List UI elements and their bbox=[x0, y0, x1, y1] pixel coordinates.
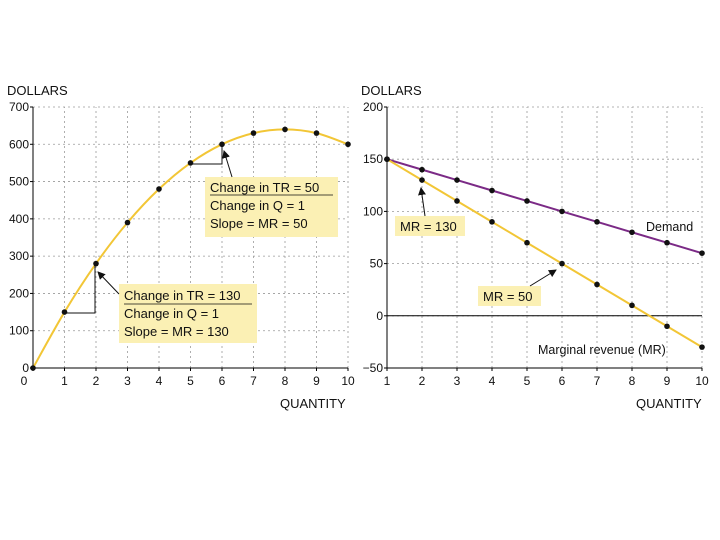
annotation-box bbox=[205, 177, 338, 237]
right-data-point bbox=[629, 302, 635, 309]
left-y-tick-label: 300 bbox=[9, 249, 29, 263]
left-x-tick-label: 0 bbox=[21, 374, 28, 388]
right-x-tick-label: 5 bbox=[524, 374, 531, 388]
annotation-arrow bbox=[529, 269, 557, 287]
left-x-tick-label: 8 bbox=[282, 374, 289, 388]
right-data-point bbox=[384, 156, 390, 162]
left-y-tick-label: 0 bbox=[22, 361, 29, 375]
annotation-tr-130: Change in TR = 130 Change in Q = 1 Slope… bbox=[97, 271, 257, 343]
right-y-tick-label: 150 bbox=[363, 152, 383, 166]
right-y-tick-label: 100 bbox=[363, 204, 383, 218]
left-x-tick-label: 9 bbox=[313, 374, 320, 388]
left-x-tick-label: 7 bbox=[250, 374, 257, 388]
total-revenue-chart: 0 100 200 300 400 500 600 700 0 1 2 3 4 5 6 7 8 9 10 DOLLA… bbox=[7, 83, 355, 411]
slope-triangle-q1-q2 bbox=[64, 265, 96, 314]
right-x-tick-label: 6 bbox=[559, 374, 566, 388]
annotation-label: MR = 50 bbox=[483, 289, 533, 304]
annotation-box bbox=[119, 284, 257, 343]
left-y-tick-label: 200 bbox=[9, 286, 29, 300]
right-data-point bbox=[664, 323, 670, 330]
left-data-point bbox=[187, 160, 194, 166]
annotation-line-1: Change in TR = 50 bbox=[210, 180, 319, 195]
right-data-point bbox=[699, 344, 705, 350]
annotation-tr-50: Change in TR = 50 Change in Q = 1 Slope … bbox=[205, 150, 338, 237]
mr-series-label: Marginal revenue (MR) bbox=[538, 343, 666, 357]
right-data-point bbox=[454, 177, 460, 183]
annotation-line-2: Change in Q = 1 bbox=[210, 198, 305, 213]
right-data-point bbox=[559, 208, 565, 215]
right-data-point bbox=[419, 166, 425, 173]
left-x-tick-label: 3 bbox=[124, 374, 131, 388]
right-y-tick-label: 200 bbox=[363, 100, 383, 114]
left-data-point bbox=[30, 365, 36, 371]
slope-triangle-q5-q6 bbox=[191, 144, 223, 165]
annotation-box bbox=[478, 286, 541, 306]
left-data-point bbox=[250, 130, 257, 136]
left-y-tick-label: 500 bbox=[9, 175, 29, 189]
annotation-line-3: Slope = MR = 50 bbox=[210, 216, 308, 231]
left-data-point bbox=[282, 126, 288, 133]
right-data-point bbox=[664, 239, 670, 246]
right-data-point bbox=[629, 229, 635, 236]
right-data-point bbox=[594, 219, 600, 225]
right-x-tick-label: 9 bbox=[664, 374, 671, 388]
right-data-point bbox=[594, 281, 600, 288]
right-x-tick-label: 1 bbox=[384, 374, 391, 388]
left-data-point bbox=[61, 309, 68, 315]
right-data-point bbox=[524, 239, 530, 246]
demand-series-label: Demand bbox=[646, 220, 693, 234]
left-data-point bbox=[345, 141, 351, 148]
right-x-tick-label: 3 bbox=[454, 374, 461, 388]
annotation-box bbox=[395, 216, 465, 236]
right-data-point bbox=[559, 260, 565, 267]
annotation-arrow bbox=[418, 187, 426, 217]
left-data-point bbox=[156, 186, 162, 192]
marginal-revenue-chart: −50 0 50 100 150 200 1 2 3 4 5 6 7 8 9 10 DOLLARS QUANT… bbox=[361, 83, 709, 411]
left-y-tick-label: 600 bbox=[9, 137, 29, 151]
left-y-tick-label: 100 bbox=[9, 324, 29, 338]
right-data-point bbox=[419, 177, 425, 183]
annotation-arrow bbox=[97, 271, 120, 295]
right-x-axis-title: QUANTITY bbox=[636, 396, 702, 411]
left-x-axis-title: QUANTITY bbox=[280, 396, 346, 411]
annotation-line-2: Change in Q = 1 bbox=[124, 306, 219, 321]
annotation-line-1: Change in TR = 130 bbox=[124, 288, 240, 303]
right-x-tick-label: 4 bbox=[489, 374, 496, 388]
left-y-tick-label: 400 bbox=[9, 212, 29, 226]
right-x-tick-label: 10 bbox=[695, 374, 709, 388]
right-series-line-1 bbox=[386, 158, 703, 348]
left-data-point bbox=[93, 260, 99, 267]
right-x-tick-label: 7 bbox=[594, 374, 601, 388]
right-y-axis-title: DOLLARS bbox=[361, 83, 422, 98]
left-x-tick-label: 10 bbox=[341, 374, 355, 388]
annotation-line-3: Slope = MR = 130 bbox=[124, 324, 229, 339]
right-data-point bbox=[489, 219, 495, 225]
right-x-tick-label: 8 bbox=[629, 374, 636, 388]
right-data-point bbox=[699, 250, 705, 256]
annotation-arrow bbox=[222, 150, 233, 178]
left-x-tick-label: 2 bbox=[93, 374, 100, 388]
left-y-axis-title: DOLLARS bbox=[7, 83, 68, 98]
annotation-label: MR = 130 bbox=[400, 219, 457, 234]
right-y-tick-label: 50 bbox=[370, 257, 384, 271]
left-x-tick-label: 5 bbox=[187, 374, 194, 388]
right-data-point bbox=[454, 198, 460, 204]
right-data-point bbox=[524, 198, 530, 204]
left-y-tick-label: 700 bbox=[9, 100, 29, 114]
left-x-tick-label: 6 bbox=[219, 374, 226, 388]
left-x-tick-label: 4 bbox=[156, 374, 163, 388]
right-data-point bbox=[489, 187, 495, 194]
left-data-point bbox=[124, 219, 131, 226]
right-y-tick-label: −50 bbox=[363, 361, 384, 375]
right-series-line-0 bbox=[386, 158, 703, 255]
left-x-tick-label: 1 bbox=[61, 374, 68, 388]
left-data-point bbox=[313, 130, 320, 136]
annotation-mr-50: MR = 50 bbox=[478, 269, 557, 306]
right-x-tick-label: 2 bbox=[419, 374, 426, 388]
annotation-mr-130: MR = 130 bbox=[395, 187, 465, 236]
right-y-tick-label: 0 bbox=[376, 309, 383, 323]
